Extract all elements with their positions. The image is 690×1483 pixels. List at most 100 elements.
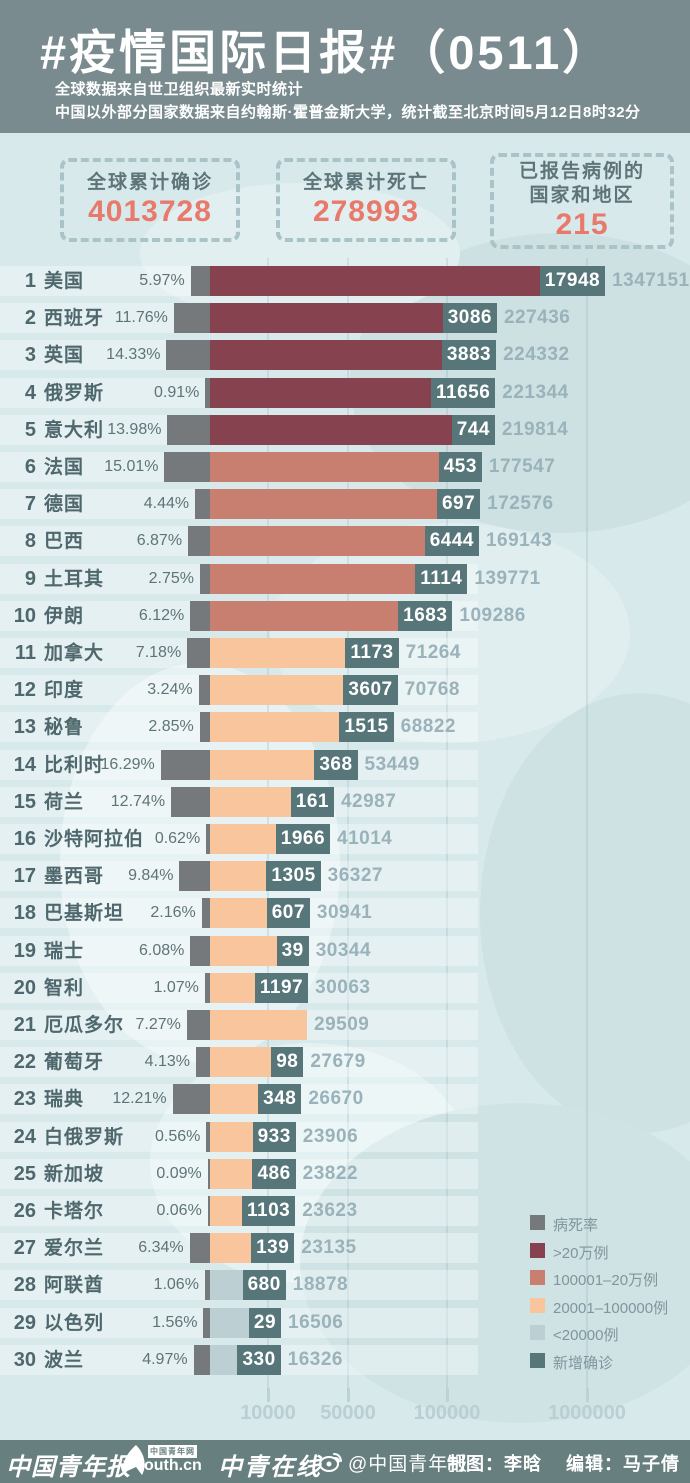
axis-tick bbox=[347, 1388, 350, 1402]
chart-row: 30 波兰 4.97% 330 16326 bbox=[0, 1344, 690, 1375]
death-rate-segment bbox=[207, 1196, 210, 1226]
death-rate-label: 15.01% bbox=[104, 458, 159, 475]
death-rate-label: 4.97% bbox=[142, 1350, 188, 1368]
rank-label: 18 bbox=[13, 902, 36, 925]
total-confirmed-label: 30063 bbox=[315, 976, 371, 998]
legend-label: <20000例 bbox=[553, 1327, 619, 1345]
country-label: 俄罗斯 bbox=[44, 382, 105, 404]
chart-row: 5 意大利 13.98% 744 219814 bbox=[0, 414, 690, 445]
country-label: 白俄罗斯 bbox=[44, 1126, 125, 1148]
death-rate-segment bbox=[207, 1158, 210, 1189]
rank-label: 27 bbox=[13, 1237, 36, 1260]
new-confirmed-badge: 330 bbox=[237, 1344, 281, 1375]
country-label: 阿联酋 bbox=[44, 1275, 105, 1297]
credit-author: 制图：李晗 bbox=[446, 1454, 542, 1474]
chart-row: 19 瑞士 6.08% 39 30344 bbox=[0, 935, 690, 966]
country-label: 德国 bbox=[44, 494, 85, 516]
stat-label: 全球累计死亡 bbox=[302, 172, 429, 193]
country-label: 厄瓜多尔 bbox=[44, 1015, 125, 1036]
death-rate-label: 1.06% bbox=[153, 1276, 199, 1294]
axis-tick-label: 10000 bbox=[240, 1402, 296, 1424]
rank-label: 16 bbox=[13, 828, 36, 850]
rank-label: 22 bbox=[13, 1051, 36, 1074]
chart-row: 8 巴西 6.87% 6444 169143 bbox=[0, 526, 690, 557]
total-confirmed-label: 23822 bbox=[302, 1162, 358, 1184]
new-confirmed-badge: 348 bbox=[258, 1084, 302, 1115]
country-label: 荷兰 bbox=[44, 791, 85, 813]
total-confirmed-label: 42987 bbox=[340, 790, 397, 812]
rank-label: 9 bbox=[24, 567, 36, 590]
death-rate-label: 5.97% bbox=[139, 272, 185, 289]
youth-cn-box-label: 中国青年网 bbox=[148, 1445, 197, 1458]
total-confirmed-label: 23135 bbox=[301, 1237, 357, 1259]
total-confirmed-label: 139771 bbox=[474, 567, 541, 589]
new-confirmed-badge: 453 bbox=[438, 452, 482, 482]
death-rate-label: 0.91% bbox=[153, 383, 200, 401]
axis-tick-label: 50000 bbox=[320, 1402, 376, 1424]
total-confirmed-bar bbox=[210, 452, 482, 482]
new-confirmed-badge: 1683 bbox=[398, 600, 453, 631]
death-rate-label: 6.08% bbox=[138, 941, 185, 959]
chart-row: 7 德国 4.44% 697 172576 bbox=[0, 489, 690, 520]
country-label: 葡萄牙 bbox=[44, 1052, 105, 1074]
country-label: 卡塔尔 bbox=[44, 1201, 105, 1222]
rank-label: 28 bbox=[13, 1274, 36, 1297]
death-rate-label: 11.76% bbox=[114, 309, 168, 327]
credits: 制图：李晗 编辑：马子倩 bbox=[447, 1450, 680, 1476]
country-label: 法国 bbox=[44, 457, 85, 478]
death-rate-segment bbox=[196, 1047, 210, 1078]
legend-label: 病死率 bbox=[553, 1217, 599, 1234]
chart-row: 25 新加坡 0.09% 486 23822 bbox=[0, 1158, 690, 1189]
stat-value: 278993 bbox=[312, 195, 420, 228]
china-youth-daily-logo: 中国青年报 bbox=[6, 1454, 131, 1481]
axis-tick-label: 1000000 bbox=[548, 1402, 626, 1424]
chart-row: 2 西班牙 11.76% 3086 227436 bbox=[0, 303, 690, 334]
legend-swatch bbox=[530, 1353, 545, 1368]
chart-row: 10 伊朗 6.12% 1683 109286 bbox=[0, 600, 690, 631]
death-rate-segment bbox=[160, 749, 210, 780]
death-rate-segment bbox=[203, 1307, 210, 1338]
country-label: 新加坡 bbox=[44, 1163, 105, 1185]
death-rate-label: 4.44% bbox=[143, 495, 190, 513]
legend-swatch bbox=[530, 1215, 545, 1230]
death-rate-segment bbox=[186, 1010, 210, 1040]
new-confirmed-badge: 17948 bbox=[539, 266, 606, 296]
youth-cn-text: outh.cn bbox=[144, 1457, 202, 1474]
total-confirmed-label: 224332 bbox=[503, 344, 570, 366]
rank-label: 21 bbox=[13, 1014, 36, 1036]
country-label: 比利时 bbox=[44, 754, 105, 776]
axis-gridline bbox=[446, 258, 448, 1402]
chart-row: 14 比利时 16.29% 368 53449 bbox=[0, 749, 690, 780]
legend-label: 100001–20万例 bbox=[553, 1272, 659, 1290]
death-rate-segment bbox=[199, 712, 210, 743]
death-rate-segment bbox=[205, 377, 210, 408]
stat-box-reporting-regions: 已报告病例的 国家和地区 215 bbox=[490, 153, 674, 249]
total-confirmed-label: 41014 bbox=[337, 828, 393, 849]
country-label: 英国 bbox=[44, 345, 85, 367]
death-rate-label: 7.27% bbox=[135, 1016, 181, 1033]
death-rate-segment bbox=[193, 1344, 210, 1375]
legend-label: 新增确诊 bbox=[553, 1355, 614, 1372]
new-confirmed-badge: 368 bbox=[314, 749, 358, 780]
total-confirmed-label: 16326 bbox=[287, 1348, 343, 1370]
chart-row: 15 荷兰 12.74% 161 42987 bbox=[0, 786, 690, 817]
new-confirmed-badge: 697 bbox=[436, 489, 481, 520]
chart-row: 23 瑞典 12.21% 348 26670 bbox=[0, 1084, 690, 1115]
new-confirmed-badge: 1515 bbox=[339, 712, 394, 743]
stat-label: 国家和地区 bbox=[529, 185, 635, 206]
death-rate-label: 7.18% bbox=[135, 644, 182, 661]
total-confirmed-bar bbox=[210, 266, 606, 296]
death-rate-label: 2.75% bbox=[148, 569, 195, 587]
death-rate-label: 13.98% bbox=[107, 420, 162, 438]
new-confirmed-badge: 1966 bbox=[275, 824, 331, 854]
total-confirmed-label: 16506 bbox=[288, 1311, 344, 1333]
rank-label: 26 bbox=[13, 1200, 36, 1222]
weibo-account: @中国青年报 bbox=[318, 1448, 488, 1476]
chart-row: 12 印度 3.24% 3607 70768 bbox=[0, 675, 690, 706]
death-rate-label: 6.87% bbox=[136, 532, 183, 550]
youth-cn-logo: 中国青年网 outh.cn bbox=[120, 1444, 220, 1480]
rank-label: 6 bbox=[24, 456, 36, 478]
chart-row: 9 土耳其 2.75% 1114 139771 bbox=[0, 563, 690, 594]
axis-gridline bbox=[586, 258, 588, 1402]
